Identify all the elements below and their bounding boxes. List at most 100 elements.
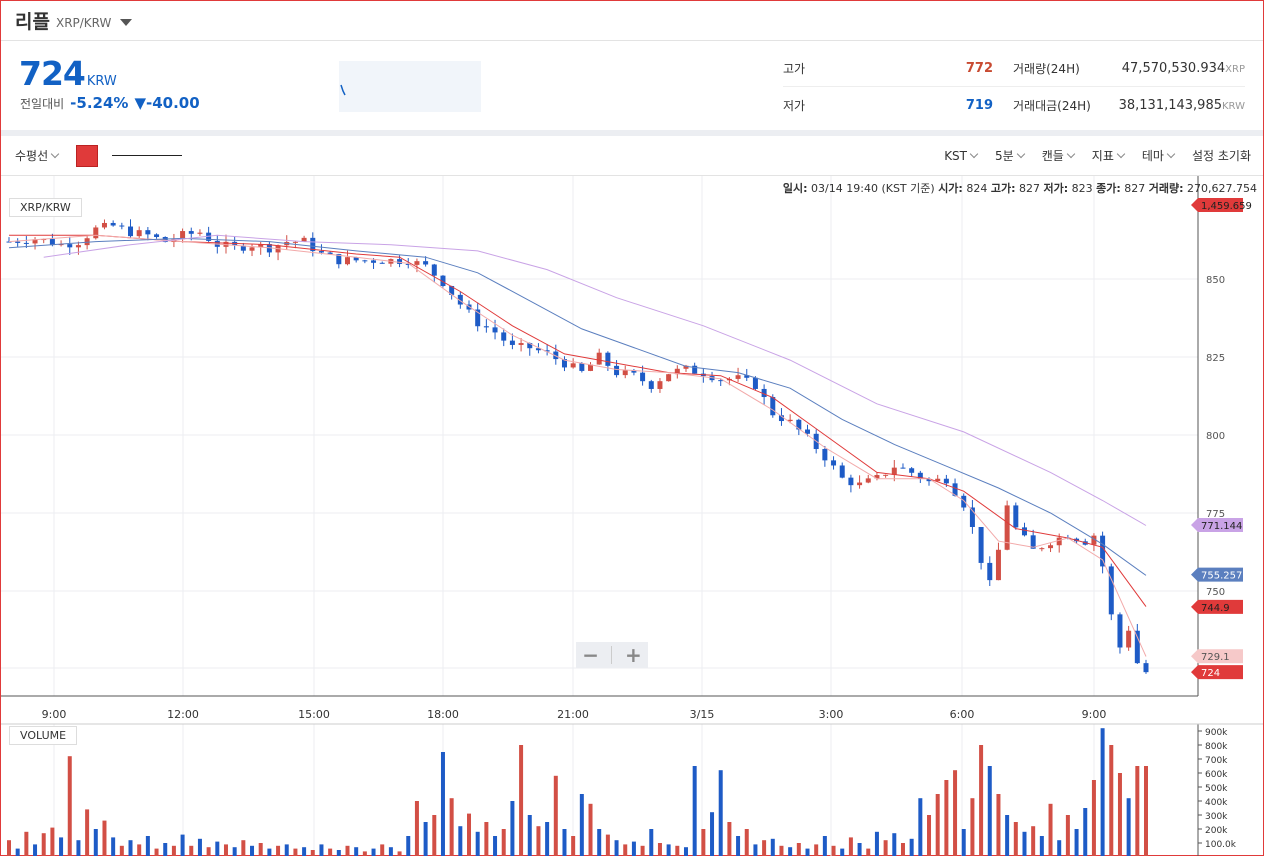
change-amount: ▼-40.00 — [134, 94, 200, 112]
volume-bar — [961, 829, 966, 856]
volume-bar — [831, 845, 836, 856]
candle-body — [145, 230, 151, 235]
volume-bar — [1039, 836, 1044, 856]
volume-number: 47,570,530.934 — [1121, 60, 1226, 76]
zoom-out-button[interactable]: − — [582, 643, 599, 667]
line-style-select[interactable] — [112, 155, 183, 156]
timezone-label: KST — [944, 148, 968, 163]
price-tag-label: 729.1 — [1201, 652, 1230, 663]
drawing-tool-select[interactable]: 수평선 — [15, 147, 60, 164]
candle-body — [110, 222, 116, 226]
stats-row-low: 저가 719 거래대금(24H) 38,131,143,985KRW — [783, 87, 1245, 124]
candle-body — [692, 365, 698, 374]
candle-body — [1004, 505, 1010, 550]
candle-body — [431, 264, 437, 276]
title-bar: 리플 XRP/KRW — [1, 1, 1263, 41]
volume-bar — [736, 836, 741, 856]
x-tick-label: 3/15 — [690, 708, 715, 721]
volume-bar — [883, 840, 888, 856]
candle-body — [49, 239, 55, 246]
volume-bar — [900, 843, 905, 856]
volume-bar — [979, 745, 984, 856]
volume-bar — [119, 845, 124, 856]
theme-select[interactable]: 테마 — [1142, 147, 1176, 164]
price-tag-label: 724 — [1201, 668, 1220, 679]
y-tick-label: 750 — [1206, 587, 1225, 598]
indicators-select[interactable]: 지표 — [1091, 147, 1126, 164]
line-color-swatch[interactable] — [76, 144, 99, 167]
candle-body — [761, 388, 767, 398]
volume-bar — [545, 822, 550, 856]
volume-bar — [111, 837, 116, 856]
candle-body — [1013, 505, 1019, 528]
reset-settings-button[interactable]: 설정 초기화 — [1192, 147, 1251, 164]
candle-body — [1126, 630, 1132, 648]
candle-body — [874, 475, 880, 479]
x-tick-label: 9:00 — [42, 708, 67, 721]
volume-bar — [918, 798, 923, 856]
volume-bar — [319, 844, 324, 856]
candle-body — [371, 260, 377, 263]
high-value: 772 — [965, 60, 993, 76]
volume-bar — [1117, 773, 1122, 856]
candle-body — [588, 364, 594, 371]
candle-body — [327, 252, 333, 255]
indicators-label: 지표 — [1091, 149, 1114, 163]
x-tick-label: 6:00 — [950, 708, 975, 721]
zoom-control: − + — [576, 642, 648, 668]
price-chart[interactable]: 850 825 800 775 750 9:00 12:00 15:00 18:00 21:00 3… — [1, 176, 1263, 856]
coin-name: 리플 — [15, 11, 50, 33]
volume-bar — [814, 844, 819, 856]
volume-tick-label: 300k — [1205, 812, 1228, 822]
price-unit: KRW — [86, 74, 117, 89]
candle-body — [206, 232, 212, 241]
chevron-down-icon — [1016, 149, 1025, 158]
chart-type-select[interactable]: 캔들 — [1042, 147, 1076, 164]
volume-bar — [640, 845, 645, 856]
current-price: 724 KRW — [19, 54, 117, 93]
volume-bar — [1048, 803, 1053, 856]
candle-body — [1100, 535, 1106, 567]
volume-bar — [892, 833, 897, 856]
price-tag-label: 771.144 — [1201, 521, 1242, 532]
zoom-in-button[interactable]: + — [624, 643, 642, 667]
volume-bar — [345, 845, 350, 856]
volume-bar — [145, 836, 150, 856]
candle-body — [917, 472, 923, 479]
candle-body — [501, 332, 507, 341]
volume-bar — [293, 848, 298, 856]
volume-bar — [7, 840, 11, 856]
volume-bar — [692, 766, 697, 856]
candle-body — [579, 363, 585, 371]
chart-area[interactable]: 850 825 800 775 750 9:00 12:00 15:00 18:00 21:00 3… — [1, 176, 1263, 856]
volume-bar — [493, 836, 498, 856]
volume-bar — [171, 845, 176, 856]
volume-bar — [371, 848, 376, 856]
candle-body — [258, 244, 264, 248]
chevron-down-icon — [969, 149, 979, 158]
volume-bar — [953, 770, 958, 856]
candle-body — [457, 294, 463, 305]
volume-value: 47,570,530.934XRP — [1113, 61, 1245, 76]
ma-line-ma-red — [9, 234, 1147, 607]
volume-bar — [1144, 766, 1148, 856]
candle-body — [527, 343, 533, 349]
zoom-separator — [611, 646, 613, 664]
volume-bar — [449, 798, 454, 856]
timezone-select[interactable]: KST — [944, 147, 979, 164]
volume-bar — [796, 843, 801, 856]
volume-bar — [588, 803, 593, 856]
market-dropdown-icon[interactable] — [120, 18, 133, 26]
candle-body — [414, 261, 420, 265]
candle-body — [961, 495, 967, 508]
candle-body — [23, 242, 29, 244]
volume-bar — [840, 848, 845, 856]
volume-bar — [527, 815, 532, 856]
candle-body — [292, 241, 298, 243]
stats-row-high: 고가 772 거래량(24H) 47,570,530.934XRP — [783, 50, 1245, 87]
low-info-label: 저가: — [1043, 182, 1069, 195]
candle-body — [839, 465, 845, 478]
interval-select[interactable]: 5분 — [995, 147, 1025, 164]
volume-bar — [553, 775, 558, 856]
volume-bar — [779, 845, 784, 856]
